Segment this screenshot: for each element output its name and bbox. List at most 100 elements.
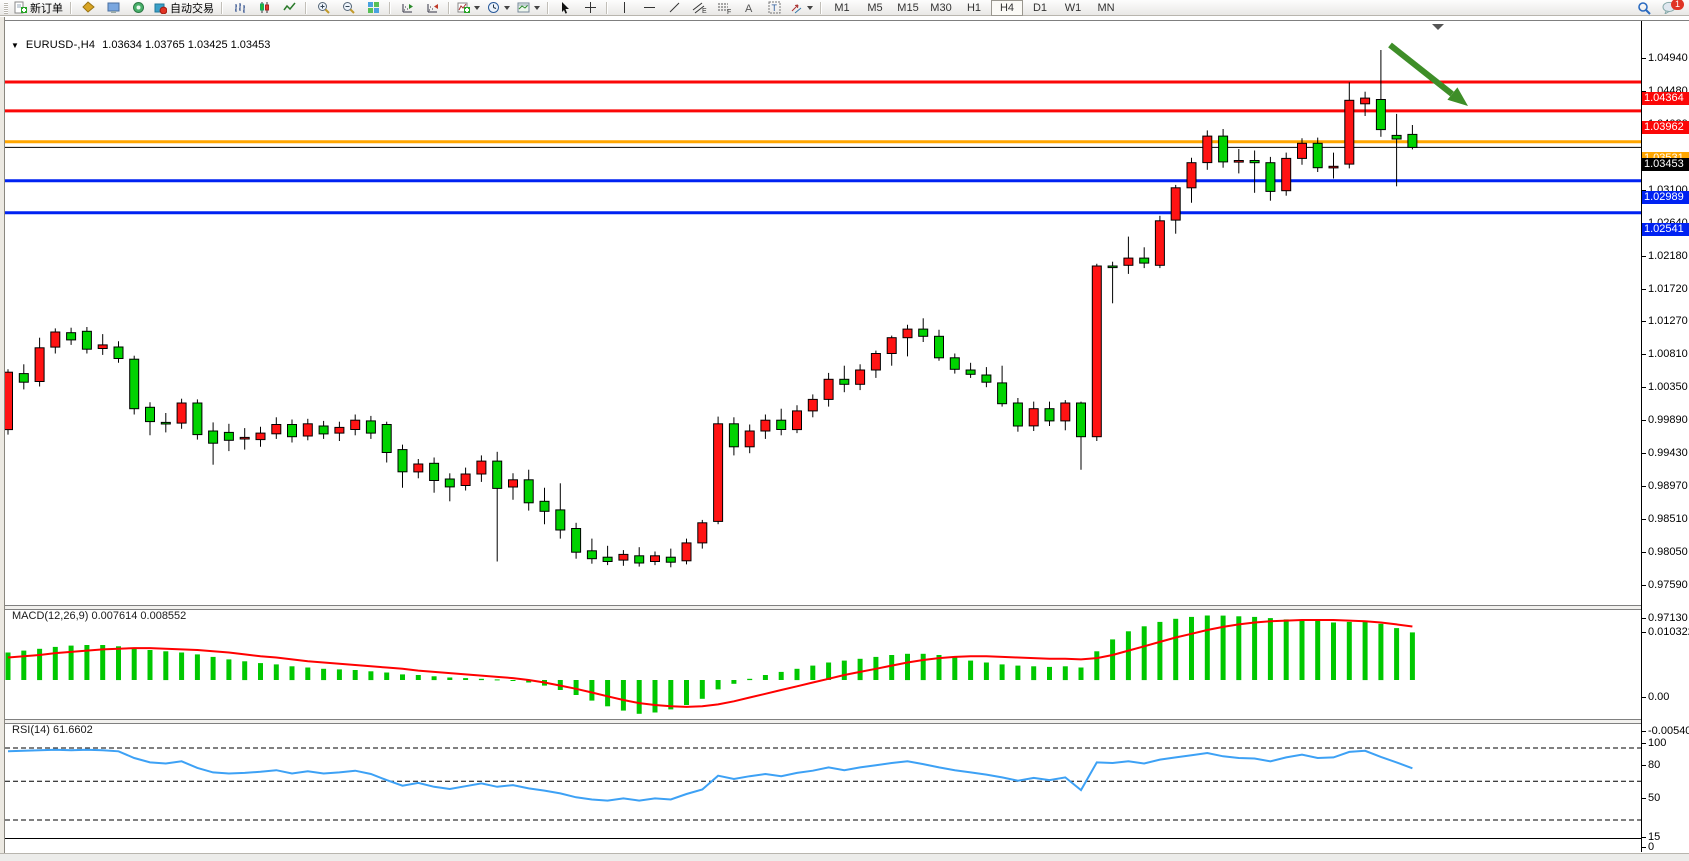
rsi-scale-label: 100 — [1648, 737, 1667, 749]
channel-tool-button[interactable]: E — [687, 0, 711, 16]
text-tool-button[interactable]: A — [737, 0, 761, 16]
candle — [302, 423, 313, 437]
zoom-out-button[interactable] — [336, 0, 360, 16]
price-tick: 0.98050 — [1648, 546, 1688, 558]
bar-chart-icon — [234, 3, 245, 13]
candle — [160, 421, 171, 425]
candle — [18, 373, 29, 383]
toolbar-grip[interactable] — [4, 1, 8, 14]
chart-shift-button[interactable] — [420, 0, 444, 16]
symbol-period: EURUSD-,H4 — [25, 39, 96, 51]
shapes-tool-button[interactable] — [787, 0, 816, 16]
price-tick: 1.00350 — [1648, 381, 1688, 393]
notification-badge: 1 — [1671, 0, 1684, 10]
line-chart-button[interactable] — [277, 0, 301, 16]
text-label-tool-button[interactable]: T — [762, 0, 786, 16]
tile-windows-icon — [367, 2, 379, 13]
candlestick-chart-button[interactable] — [252, 0, 276, 16]
candle — [981, 374, 992, 383]
candle — [271, 424, 282, 435]
cursor-tool-button[interactable] — [553, 0, 577, 16]
trendline-tool-button[interactable] — [662, 0, 686, 16]
rsi-panel-separator[interactable] — [4, 719, 1641, 724]
signals-icon — [132, 2, 144, 13]
candle — [744, 430, 755, 448]
price-tick: 0.99890 — [1648, 414, 1688, 426]
candle — [208, 430, 219, 444]
macd-scale-label: -0.005408 — [1648, 725, 1689, 737]
candle — [1044, 408, 1055, 422]
candle — [365, 420, 376, 434]
candle — [287, 424, 297, 438]
bar-chart-button[interactable] — [227, 0, 251, 16]
candle — [760, 419, 771, 432]
candle — [1154, 220, 1165, 266]
price-line-badge: 1.02989 — [1642, 191, 1689, 204]
timeframe-m1[interactable]: M1 — [834, 1, 850, 14]
support-resistance-lines[interactable] — [5, 80, 1641, 215]
timeframe-d1[interactable]: D1 — [1032, 1, 1048, 14]
new-order-button[interactable]: 新订单 — [11, 0, 66, 16]
indicators-button[interactable] — [454, 0, 483, 16]
timeframe-h4[interactable]: H4 — [991, 0, 1023, 16]
candle — [665, 556, 676, 563]
candle — [918, 328, 929, 337]
search-button[interactable] — [1632, 0, 1656, 16]
price-tick: 0.99430 — [1648, 447, 1688, 459]
price-line-badge: 1.04364 — [1642, 92, 1689, 105]
vertical-line-icon — [623, 2, 625, 13]
market-watch-button[interactable] — [101, 0, 125, 16]
signals-button[interactable] — [126, 0, 150, 16]
text-label-icon: T — [768, 1, 780, 14]
zoom-in-icon — [317, 2, 330, 14]
macd-panel-separator[interactable] — [4, 605, 1641, 610]
horizontal-line-tool-button[interactable] — [637, 0, 661, 16]
candle — [1218, 135, 1229, 163]
timeframe-w1[interactable]: W1 — [1064, 1, 1082, 14]
timeframe-mn[interactable]: MN — [1097, 1, 1115, 14]
candle — [539, 500, 550, 512]
macd-histogram — [5, 615, 1415, 714]
autotrade-icon — [154, 3, 167, 14]
templates-icon — [517, 2, 530, 13]
candle — [239, 436, 250, 440]
candle — [602, 556, 613, 563]
tile-windows-button[interactable] — [361, 0, 385, 16]
fibonacci-tool-button[interactable]: F — [712, 0, 736, 16]
price-tick: 1.01720 — [1648, 283, 1688, 295]
candle — [255, 432, 266, 441]
templates-button[interactable] — [514, 0, 543, 16]
candle — [997, 382, 1008, 405]
timeframe-m5[interactable]: M5 — [867, 1, 883, 14]
cursor-icon — [561, 2, 569, 14]
notifications-button[interactable]: 1 — [1657, 0, 1684, 16]
zoom-in-button[interactable] — [311, 0, 335, 16]
fibonacci-icon: F — [717, 3, 731, 14]
channel-icon: E — [692, 2, 707, 14]
svg-text:T: T — [771, 3, 777, 13]
chart-dropdown-icon[interactable]: ▼ — [11, 40, 19, 50]
timeframe-h1[interactable]: H1 — [966, 1, 982, 14]
rsi-scale-label: 15 — [1648, 831, 1661, 843]
candle — [792, 410, 802, 431]
new-order-label: 新订单 — [30, 2, 63, 15]
candle — [807, 398, 818, 412]
crosshair-icon — [584, 2, 596, 13]
candle — [1123, 257, 1134, 266]
crosshair-tool-button[interactable] — [578, 0, 602, 16]
metaeditor-button[interactable] — [76, 0, 100, 16]
candle — [1186, 162, 1197, 189]
vertical-line-tool-button[interactable] — [612, 0, 636, 16]
arrow-annotation[interactable] — [1388, 42, 1468, 106]
chart-shift-marker[interactable] — [1432, 24, 1444, 30]
rsi-bottom-border — [4, 838, 1641, 839]
periods-button[interactable] — [484, 0, 513, 16]
candle — [1091, 265, 1102, 438]
timeframe-m15[interactable]: M15 — [897, 1, 919, 14]
candle — [886, 337, 897, 355]
chart-canvas[interactable] — [0, 17, 1689, 853]
autotrade-button[interactable]: 自动交易 — [151, 0, 217, 16]
timeframe-m30[interactable]: M30 — [930, 1, 952, 14]
auto-scroll-button[interactable] — [395, 0, 419, 16]
candle — [1139, 257, 1150, 264]
